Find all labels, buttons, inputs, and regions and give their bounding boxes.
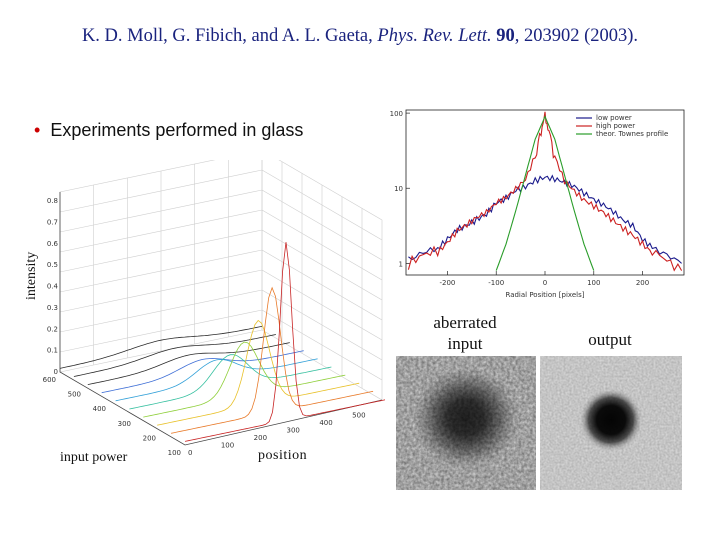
surface-curve [171, 286, 374, 434]
x-tick-label: -100 [488, 279, 504, 287]
citation-journal: Phys. Rev. Lett. [377, 26, 492, 46]
aberrated-input-label: aberrated input [400, 312, 530, 354]
surface-axes [59, 192, 383, 446]
surface-curve [129, 354, 332, 410]
x-axis-label: input power [60, 450, 128, 465]
z-tick-label: 0.7 [47, 218, 58, 226]
position-tick-label: 0 [188, 449, 192, 457]
bullet-dot-icon: • [34, 120, 41, 140]
power-tick-label: 100 [168, 449, 181, 457]
position-tick-label: 300 [287, 427, 300, 435]
surface-curve [73, 334, 276, 377]
x-tick-label: 0 [543, 279, 547, 287]
surface-curve [59, 326, 263, 369]
citation-volume: 90 [496, 26, 515, 46]
surface-curve [143, 341, 346, 418]
power-tick-label: 500 [68, 391, 81, 399]
bullet-point: • Experiments performed in glass [34, 120, 303, 141]
series-line-low-power [408, 174, 682, 264]
y-axis-label: position [258, 448, 308, 463]
x-tick-label: 200 [636, 279, 649, 287]
surface-plot-curves [59, 242, 385, 442]
z-tick-label: 0.3 [47, 304, 58, 312]
aberrated-label-line1: aberrated [433, 313, 497, 332]
position-tick-label: 100 [221, 442, 234, 450]
z-axis-label: intensity [24, 251, 39, 300]
citation-pages: 203902 (2003). [523, 26, 639, 46]
line-chart-series [407, 111, 683, 272]
power-tick-label: 200 [143, 434, 156, 442]
z-tick-label: 0.8 [47, 197, 58, 205]
z-tick-label: 0 [54, 368, 58, 376]
surface-curve [157, 319, 360, 426]
z-tick-label: 0.6 [47, 240, 59, 248]
legend-entry: theor. Townes profile [596, 130, 668, 138]
y-tick-label: 100 [390, 110, 403, 118]
z-tick-label: 0.2 [47, 325, 58, 333]
line-chart-xlabel: Radial Position [pixels] [505, 291, 584, 299]
series-line-high-power [407, 111, 683, 272]
z-tick-label: 0.1 [47, 347, 58, 355]
bullet-text: Experiments performed in glass [50, 120, 304, 140]
power-tick-label: 400 [93, 405, 106, 413]
output-label: output [588, 330, 632, 349]
y-tick-label: 1 [399, 260, 403, 268]
series-line-theor-townes-profile [495, 115, 595, 271]
x-tick-label: 100 [587, 279, 600, 287]
x-tick-label: -200 [440, 279, 456, 287]
z-tick-label: 0.4 [47, 283, 59, 291]
aberrated-label-line2: input [447, 334, 483, 353]
surface-curve [101, 350, 304, 394]
legend-entry: low power [596, 114, 632, 122]
surface-curve [87, 342, 290, 385]
power-tick-label: 600 [43, 376, 56, 384]
legend-entry: high power [596, 122, 635, 130]
power-tick-label: 300 [118, 420, 131, 428]
z-tick-label: 0.5 [47, 261, 58, 269]
output-image [540, 356, 682, 490]
surface-plot: 0.80.70.60.50.40.30.20.10600500400300200… [43, 160, 385, 457]
position-tick-label: 200 [254, 434, 267, 442]
surface-plot-frame [59, 160, 383, 446]
line-chart-plot-area [405, 109, 685, 276]
surface-curve [184, 242, 385, 442]
position-tick-label: 500 [352, 412, 365, 420]
aberrated-input-image [396, 356, 536, 490]
citation-authors: K. D. Moll, G. Fibich, and A. L. Gaeta, [81, 26, 373, 46]
y-tick-label: 10 [394, 185, 403, 193]
citation: K. D. Moll, G. Fibich, and A. L. Gaeta, … [81, 26, 639, 46]
surface-plot-ticks: 0.80.70.60.50.40.30.20.10600500400300200… [43, 197, 366, 457]
surface-curve [115, 358, 318, 402]
position-tick-label: 400 [319, 419, 332, 427]
line-chart-ticks: -200 -100 0 100 200 1 10 100 [390, 110, 650, 287]
